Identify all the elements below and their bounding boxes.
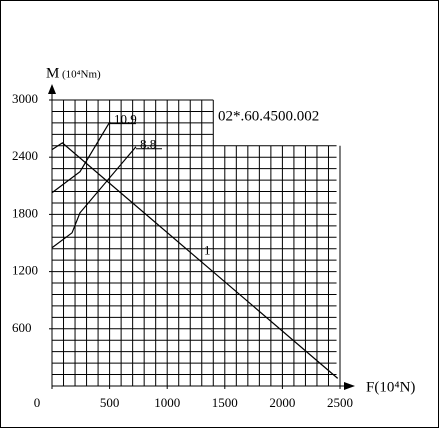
series-line: [51, 121, 111, 194]
y-tick-label: 3000: [12, 91, 38, 106]
x-tick-label: 500: [100, 395, 120, 410]
annotation: 02*.60.4500.002: [218, 108, 319, 124]
y-axis-unit: (10⁴Nm): [62, 69, 101, 81]
series-line: [51, 142, 339, 379]
x-axis-label: F(10⁴N): [366, 379, 415, 395]
x-tick-label: 2500: [327, 395, 353, 410]
x-tick-label: 2000: [269, 395, 295, 410]
x-tick-label: 0: [34, 395, 41, 410]
series-label: 8.8: [140, 137, 156, 152]
y-tick-label: 2400: [12, 148, 38, 163]
series-line: [51, 146, 137, 249]
y-axis-label: M: [46, 65, 59, 81]
series-label: 10.9: [114, 112, 137, 127]
y-tick-label: 1800: [12, 205, 38, 220]
y-arrow: [48, 84, 56, 94]
y-tick-label: 1200: [12, 263, 38, 278]
series-label: 1: [204, 243, 211, 258]
x-arrow: [344, 382, 355, 390]
x-tick-label: 1000: [154, 395, 180, 410]
y-tick-label: 600: [12, 320, 32, 335]
x-tick-label: 1500: [212, 395, 238, 410]
